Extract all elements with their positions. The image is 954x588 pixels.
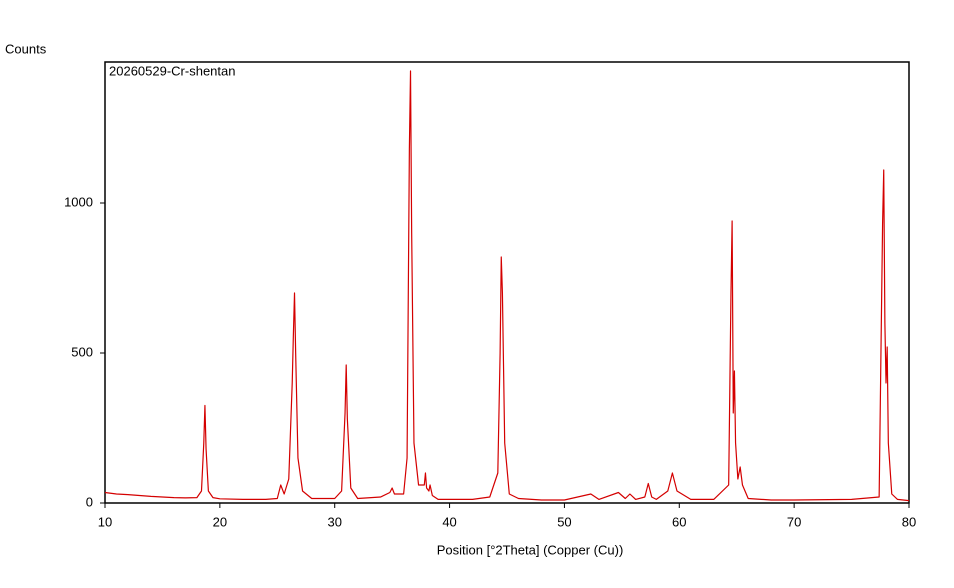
- x-tick-label: 20: [213, 514, 227, 529]
- plot-frame: [104, 61, 910, 504]
- y-tick-label: 0: [86, 494, 93, 509]
- x-tick-label: 10: [98, 514, 112, 529]
- data-line: [104, 70, 910, 502]
- x-axis-title: Position [°2Theta] (Copper (Cu)): [437, 542, 624, 557]
- legend-label: 20260529-Cr-shentan: [109, 63, 235, 78]
- y-axis-title: Counts: [5, 41, 47, 56]
- x-tick-label: 50: [557, 514, 571, 529]
- x-tick-label: 30: [327, 514, 341, 529]
- x-tick-label: 40: [442, 514, 456, 529]
- x-tick-label: 80: [902, 514, 916, 529]
- y-tick-label: 1000: [64, 194, 93, 209]
- x-tick-label: 70: [787, 514, 801, 529]
- y-tick-label: 500: [71, 344, 93, 359]
- x-tick-label: 60: [672, 514, 686, 529]
